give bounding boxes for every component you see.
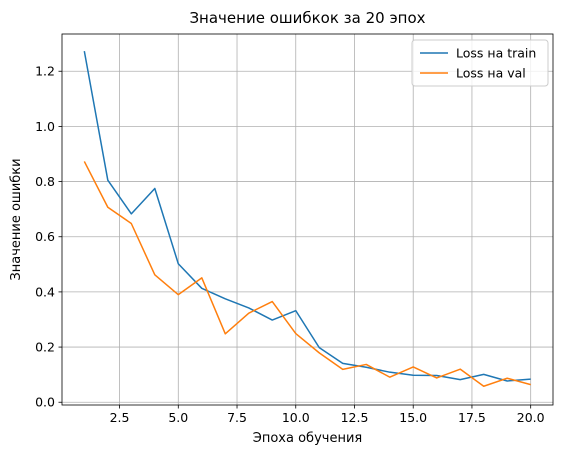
y-axis-label: Значение ошибки xyxy=(9,158,24,280)
y-tick-label: 1.2 xyxy=(35,64,55,79)
x-tick-label: 10.0 xyxy=(282,410,310,425)
y-tick-label: 1.0 xyxy=(35,119,55,134)
x-tick-label: 7.5 xyxy=(227,410,247,425)
x-tick-label: 12.5 xyxy=(341,410,369,425)
axis-ticks: 2.5 5.0 7.5 10.0 12.5 15.0 17.5 20.0 0.0 0.2 0.4 0.… xyxy=(35,64,545,425)
x-tick-label: 17.5 xyxy=(458,410,486,425)
chart-title: Значение ошибкок за 20 эпох xyxy=(189,9,425,27)
series-line-train xyxy=(83,50,531,382)
x-tick-label: 5.0 xyxy=(168,410,188,425)
x-tick-label: 20.0 xyxy=(517,410,545,425)
x-axis-label: Эпоха обучения xyxy=(253,431,362,446)
legend: Loss на train Loss на val xyxy=(411,39,549,87)
y-tick-label: 0.0 xyxy=(35,395,55,410)
y-tick-label: 0.6 xyxy=(35,229,55,244)
x-tick-label: 15.0 xyxy=(399,410,427,425)
legend-label: Loss на train xyxy=(456,46,536,61)
grid xyxy=(62,34,553,405)
series-layer xyxy=(83,50,531,387)
x-tick-label: 2.5 xyxy=(110,410,130,425)
y-tick-label: 0.4 xyxy=(35,284,55,299)
y-tick-label: 0.8 xyxy=(35,174,55,189)
legend-box xyxy=(411,39,549,87)
y-tick-label: 0.2 xyxy=(35,340,55,355)
legend-label: Loss на val xyxy=(456,66,526,81)
series-line-val xyxy=(83,161,531,387)
plot-frame xyxy=(61,33,554,406)
